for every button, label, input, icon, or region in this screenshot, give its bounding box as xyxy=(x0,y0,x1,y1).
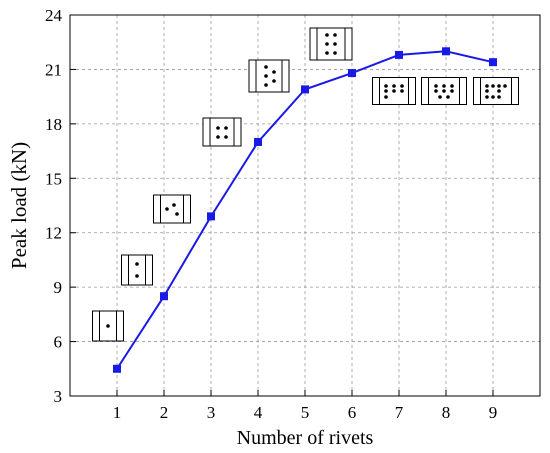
x-tick-label: 6 xyxy=(348,403,357,422)
data-point xyxy=(395,50,403,59)
icon-plate xyxy=(153,194,191,224)
x-tick-label: 9 xyxy=(489,403,498,422)
rivet-dot-icon xyxy=(491,95,495,99)
rivet-dot-icon xyxy=(325,51,329,55)
y-tick-label: 12 xyxy=(45,224,62,243)
y-tick-label: 3 xyxy=(54,387,63,406)
icon-plate xyxy=(92,310,124,342)
rivet-dot-icon xyxy=(264,74,268,78)
icon-plate xyxy=(202,117,242,147)
rivet-dot-icon xyxy=(325,33,329,37)
rivet-dot-icon xyxy=(400,89,404,93)
rivet-dot-icon xyxy=(434,89,438,93)
data-point xyxy=(113,364,121,373)
rivet-dot-icon xyxy=(325,42,329,46)
x-tick-label: 2 xyxy=(160,403,169,422)
rivet-layout-icon xyxy=(153,194,191,224)
rivet-dot-icon xyxy=(106,324,110,328)
rivet-layout-icons xyxy=(92,27,519,342)
x-axis-label: Number of rivets xyxy=(237,427,374,449)
x-tick-label: 3 xyxy=(207,403,216,422)
rivet-dot-icon xyxy=(442,84,446,88)
rivet-dot-icon xyxy=(333,51,337,55)
grid-lines xyxy=(70,15,540,396)
rivet-dot-icon xyxy=(491,84,495,88)
y-axis-label: Peak load (kN) xyxy=(7,142,31,269)
data-point xyxy=(442,47,450,56)
plot-frame xyxy=(69,14,541,397)
rivet-dot-icon xyxy=(216,126,220,130)
rivet-dot-icon xyxy=(497,95,501,99)
data-point xyxy=(489,58,497,67)
data-point xyxy=(207,212,215,221)
rivet-dot-icon xyxy=(497,84,501,88)
rivet-dot-icon xyxy=(442,89,446,93)
rivet-dot-icon xyxy=(485,89,489,93)
icon-plate xyxy=(248,59,290,93)
rivet-dot-icon xyxy=(172,203,176,207)
rivet-dot-icon xyxy=(224,135,228,139)
y-tick-label: 24 xyxy=(45,6,63,25)
rivet-layout-icon xyxy=(121,254,153,286)
rivet-dot-icon xyxy=(438,95,442,99)
rivet-dot-icon xyxy=(272,79,276,83)
rivet-dot-icon xyxy=(384,84,388,88)
rivet-dot-icon xyxy=(485,95,489,99)
x-tick-label: 4 xyxy=(254,403,263,422)
data-point xyxy=(348,69,356,78)
rivet-dot-icon xyxy=(175,212,179,216)
rivet-dot-icon xyxy=(165,207,169,211)
x-tick-label: 7 xyxy=(395,403,404,422)
x-tick-label: 1 xyxy=(113,403,122,422)
rivet-dot-icon xyxy=(450,84,454,88)
data-point xyxy=(160,292,168,301)
icon-plate xyxy=(309,27,353,61)
rivet-dot-icon xyxy=(503,84,507,88)
rivet-dot-icon xyxy=(216,135,220,139)
icon-plate xyxy=(121,254,153,286)
rivet-dot-icon xyxy=(384,89,388,93)
rivet-dot-icon xyxy=(400,84,404,88)
x-tick-label: 5 xyxy=(301,403,310,422)
rivet-dot-icon xyxy=(392,89,396,93)
rivet-dot-icon xyxy=(450,89,454,93)
rivet-dot-icon xyxy=(224,126,228,130)
rivet-dot-icon xyxy=(446,95,450,99)
rivet-dot-icon xyxy=(135,274,139,278)
rivet-layout-icon xyxy=(92,310,124,342)
rivet-dot-icon xyxy=(333,33,337,37)
data-point xyxy=(254,138,262,146)
rivet-dot-icon xyxy=(392,84,396,88)
rivet-layout-icon xyxy=(309,27,353,61)
y-tick-label: 18 xyxy=(45,115,62,134)
rivet-dot-icon xyxy=(497,89,501,93)
rivet-layout-icon xyxy=(473,77,519,105)
rivet-dot-icon xyxy=(384,95,388,99)
y-tick-label: 21 xyxy=(45,60,62,79)
x-tick-label: 8 xyxy=(442,403,451,422)
y-tick-label: 15 xyxy=(45,169,62,188)
series-peak-load xyxy=(113,47,497,373)
rivet-layout-icon xyxy=(372,77,416,105)
rivet-dot-icon xyxy=(135,262,139,266)
rivet-dot-icon xyxy=(485,84,489,88)
rivet-dot-icon xyxy=(264,83,268,87)
y-tick-label: 9 xyxy=(54,278,63,297)
data-point xyxy=(301,85,309,94)
rivet-dot-icon xyxy=(434,84,438,88)
rivet-dot-icon xyxy=(272,70,276,74)
rivet-layout-icon xyxy=(202,117,242,147)
rivet-dot-icon xyxy=(264,65,268,69)
rivet-layout-icon xyxy=(248,59,290,93)
rivet-dot-icon xyxy=(333,42,337,46)
y-tick-label: 6 xyxy=(54,333,63,352)
rivet-layout-icon xyxy=(421,77,467,105)
